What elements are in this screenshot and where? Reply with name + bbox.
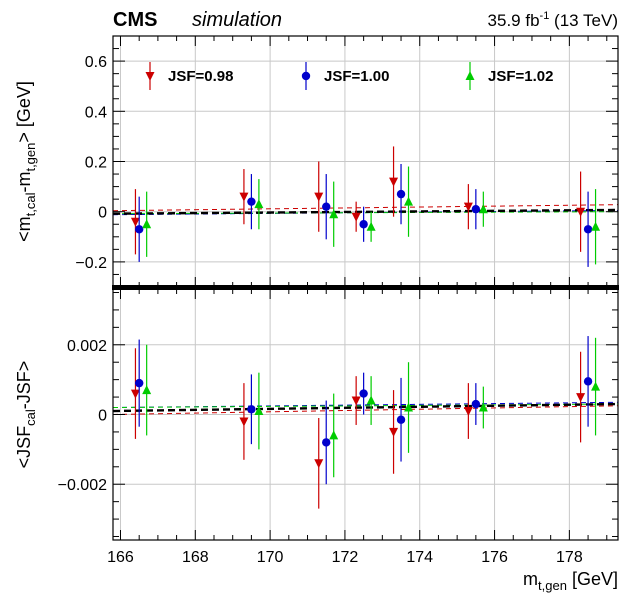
data-point-jsf-0-98: [463, 202, 473, 212]
y-tick-label: 0: [98, 408, 107, 425]
data-point-jsf-1-02: [142, 385, 152, 395]
data-point-jsf-0-98: [239, 417, 249, 427]
legend-marker-jsf-1-02: [465, 71, 475, 80]
y-tick-label: 0.2: [85, 155, 107, 172]
data-point-jsf-1-00: [247, 405, 256, 414]
data-point-jsf-0-98: [130, 217, 140, 227]
simulation-label: simulation: [192, 9, 282, 31]
legend-marker-jsf-0-98: [145, 72, 155, 81]
data-point-jsf-1-00: [134, 378, 144, 388]
data-point-jsf-1-00: [583, 377, 593, 386]
data-point-jsf-1-00: [471, 399, 481, 409]
data-point-jsf-1-00: [359, 389, 368, 398]
data-point-jsf-1-02: [329, 430, 339, 440]
data-point-jsf-1-00: [583, 225, 593, 234]
data-point-jsf-1-02: [404, 402, 414, 412]
mass-bias-panel: −0.2 0 0.2 0.4 0.6 <mt,cal​-mt,gen​> [GeV]: [14, 35, 619, 288]
legend-label: JSF=0.98: [168, 68, 233, 85]
data-point-jsf-1-02: [142, 219, 152, 229]
y-tick-label: 0.002: [67, 338, 107, 355]
y-tick-label: −0.002: [58, 477, 107, 494]
data-point-jsf-1-00: [322, 202, 331, 211]
data-point-jsf-1-02: [478, 204, 488, 214]
data-point-jsf-1-02: [591, 221, 601, 231]
data-point-jsf-0-98: [463, 407, 473, 417]
legend-label: JSF=1.02: [488, 68, 553, 85]
data-point-jsf-1-00: [322, 438, 331, 447]
data-point-jsf-1-00: [396, 189, 406, 199]
data-point-jsf-0-98: [239, 192, 249, 202]
y-tick-label: 0.6: [85, 54, 107, 71]
data-point-jsf-1-00: [471, 204, 481, 214]
series-fit-line: [112, 211, 619, 215]
jsf-bias-panel: −0.002 0 0.002 <JSFcal​-JSF> 166 168 170 172 174…: [14, 288, 619, 593]
data-point-jsf-1-02: [366, 221, 376, 231]
data-point-jsf-0-98: [314, 459, 324, 469]
data-point-jsf-1-00: [247, 197, 256, 206]
experiment-label: CMS: [113, 9, 157, 31]
data-point-jsf-1-00: [359, 220, 368, 229]
legend: JSF=0.98 JSF=1.00 JSF=1.02: [145, 62, 553, 90]
data-point-jsf-0-98: [351, 212, 361, 222]
combined-fit-line: [112, 208, 619, 215]
x-tick-label: 178: [556, 549, 583, 566]
legend-marker-jsf-1-00: [301, 71, 311, 81]
data-point-jsf-0-98: [576, 207, 586, 217]
data-point-jsf-1-00: [396, 415, 406, 424]
y-tick-label: −0.2: [75, 255, 107, 272]
data-point-jsf-1-02: [591, 381, 601, 391]
x-tick-label: 166: [107, 549, 134, 566]
figure-header: CMS simulation 35.9 fb-1 (13 TeV): [113, 9, 618, 31]
data-point-jsf-1-02: [404, 196, 414, 206]
data-point-jsf-0-98: [130, 389, 140, 399]
series-fit-line: [112, 403, 619, 409]
x-tick-label: 176: [481, 549, 508, 566]
combined-fit-line: [112, 402, 619, 413]
x-axis-title: mt,gen​ [GeV]: [523, 569, 618, 593]
data-point-jsf-1-00: [134, 225, 144, 234]
x-tick-label: 170: [257, 549, 284, 566]
data-point-jsf-1-02: [478, 402, 488, 412]
y-tick-label: 0.4: [85, 104, 107, 121]
data-point-jsf-0-98: [389, 427, 399, 437]
x-tick-label: 172: [332, 549, 359, 566]
x-tick-label: 174: [406, 549, 433, 566]
y-axis-title: <mt,cal​-mt,gen​> [GeV]: [14, 81, 38, 242]
data-point-jsf-1-02: [254, 199, 264, 209]
y-axis-title: <JSFcal​-JSF>: [14, 361, 38, 469]
series-fit-line: [112, 405, 619, 415]
data-point-jsf-1-02: [254, 406, 264, 416]
legend-label: JSF=1.00: [324, 68, 389, 85]
data-point-jsf-0-98: [314, 192, 324, 202]
data-point-jsf-0-98: [389, 177, 399, 187]
panel-separator: [112, 285, 619, 290]
x-tick-label: 168: [182, 549, 209, 566]
data-point-jsf-0-98: [351, 396, 361, 406]
luminosity-label: 35.9 fb-1 (13 TeV): [488, 10, 618, 30]
series-fit-line: [112, 204, 619, 212]
data-point-jsf-1-02: [366, 395, 376, 405]
y-tick-label: 0: [98, 205, 107, 222]
data-point-jsf-1-02: [329, 209, 339, 219]
data-point-jsf-0-98: [576, 393, 586, 403]
